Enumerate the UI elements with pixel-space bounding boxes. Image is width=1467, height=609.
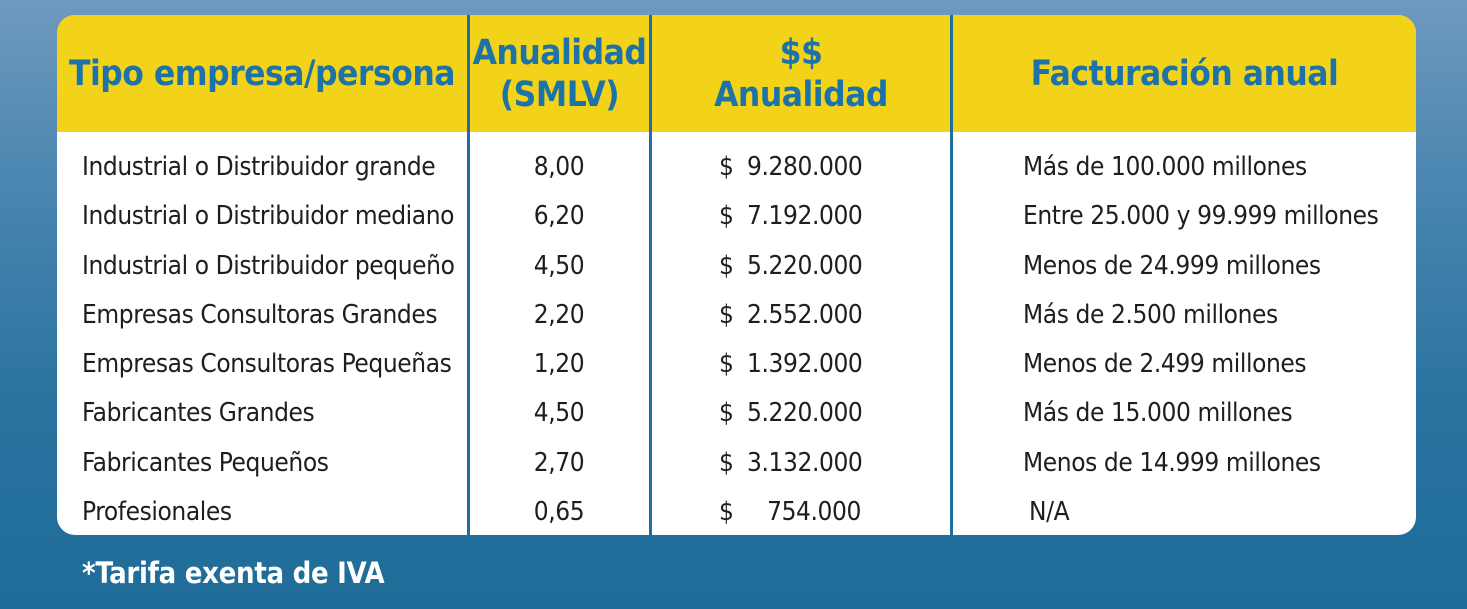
cell-facturacion: Menos de 24.999 millones [1023, 251, 1321, 281]
pricing-table: Tipo empresa/persona Anualidad (SMLV) $$… [57, 15, 1416, 535]
cell-tipo: Empresas Consultoras Grandes [82, 300, 438, 330]
table-header [57, 15, 1416, 132]
table-row: Profesionales 0,65 $ 754.000 N/A [57, 488, 1416, 535]
cell-monto: 1.392.000 [747, 349, 863, 379]
header-monto-line2: Anualidad [714, 74, 888, 115]
cell-anualidad: 1,20 [533, 349, 585, 379]
cell-tipo: Profesionales [82, 497, 232, 527]
cell-currency: $ [719, 251, 734, 281]
header-tipo: Tipo empresa/persona [69, 53, 456, 94]
cell-tipo: Industrial o Distribuidor grande [82, 152, 436, 182]
header-anualidad-line2: (SMLV) [499, 74, 620, 115]
cell-facturacion: Más de 100.000 millones [1023, 152, 1307, 182]
cell-currency: $ [719, 448, 734, 478]
table-row: Fabricantes Pequeños 2,70 $ 3.132.000 Me… [57, 439, 1416, 488]
cell-currency: $ [719, 152, 734, 182]
cell-tipo: Fabricantes Pequeños [82, 448, 329, 478]
cell-tipo: Fabricantes Grandes [82, 398, 315, 428]
cell-currency: $ [719, 497, 734, 527]
cell-tipo: Industrial o Distribuidor mediano [82, 201, 455, 231]
cell-facturacion: N/A [1029, 497, 1070, 527]
header-monto-line1: $$ [779, 32, 823, 73]
cell-anualidad: 4,50 [533, 251, 585, 281]
cell-facturacion: Más de 15.000 millones [1023, 398, 1293, 428]
cell-currency: $ [719, 398, 734, 428]
cell-currency: $ [719, 300, 734, 330]
cell-monto: 5.220.000 [747, 251, 863, 281]
cell-anualidad: 2,20 [533, 300, 585, 330]
cell-tipo: Industrial o Distribuidor pequeño [82, 251, 455, 281]
header-monto: $$ Anualidad [652, 15, 950, 132]
table-row: Empresas Consultoras Pequeñas 1,20 $ 1.3… [57, 340, 1416, 389]
header-anualidad-line1: Anualidad [472, 32, 647, 73]
column-divider [950, 15, 953, 535]
cell-currency: $ [719, 201, 734, 231]
cell-monto: 754.000 [767, 497, 861, 527]
cell-tipo: Empresas Consultoras Pequeñas [82, 349, 452, 379]
column-divider [649, 15, 652, 535]
cell-facturacion: Menos de 2.499 millones [1023, 349, 1307, 379]
cell-anualidad: 0,65 [533, 497, 585, 527]
column-divider [467, 15, 470, 535]
cell-monto: 3.132.000 [747, 448, 863, 478]
cell-anualidad: 6,20 [533, 201, 585, 231]
cell-anualidad: 4,50 [533, 398, 585, 428]
cell-monto: 7.192.000 [747, 201, 863, 231]
cell-facturacion: Menos de 14.999 millones [1023, 448, 1321, 478]
table-row: Fabricantes Grandes 4,50 $ 5.220.000 Más… [57, 389, 1416, 438]
table-row: Industrial o Distribuidor grande 8,00 $ … [57, 143, 1416, 192]
header-anualidad: Anualidad (SMLV) [470, 15, 649, 132]
cell-facturacion: Entre 25.000 y 99.999 millones [1023, 201, 1379, 231]
table-row: Industrial o Distribuidor pequeño 4,50 $… [57, 242, 1416, 291]
cell-facturacion: Más de 2.500 millones [1023, 300, 1278, 330]
table-row: Industrial o Distribuidor mediano 6,20 $… [57, 192, 1416, 241]
cell-anualidad: 2,70 [533, 448, 585, 478]
cell-currency: $ [719, 349, 734, 379]
cell-monto: 2.552.000 [747, 300, 863, 330]
cell-anualidad: 8,00 [533, 152, 585, 182]
cell-monto: 9.280.000 [747, 152, 863, 182]
table-row: Empresas Consultoras Grandes 2,20 $ 2.55… [57, 291, 1416, 340]
footnote: *Tarifa exenta de IVA [82, 556, 385, 590]
cell-monto: 5.220.000 [747, 398, 863, 428]
header-facturacion: Facturación anual [1030, 53, 1339, 94]
